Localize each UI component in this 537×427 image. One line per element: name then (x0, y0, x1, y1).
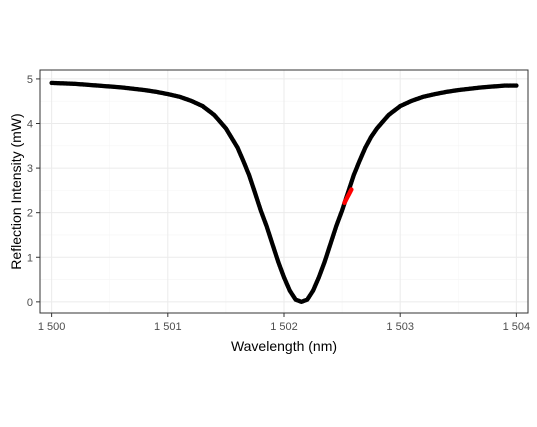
data-point (514, 83, 519, 88)
x-tick-label: 1 504 (503, 321, 531, 333)
y-tick-label: 2 (27, 208, 33, 220)
y-tick-label: 4 (27, 119, 33, 131)
data-points (49, 80, 519, 305)
y-tick-label: 0 (27, 297, 33, 309)
x-tick-label: 1 503 (386, 321, 414, 333)
y-tick-label: 3 (27, 163, 33, 175)
axes: 1 500 1 501 1 502 1 503 1 504 0 1 2 3 4 5 (27, 74, 530, 333)
y-tick-label: 1 (27, 252, 33, 264)
x-tick-label: 1 502 (270, 321, 298, 333)
x-tick-label: 1 500 (38, 321, 66, 333)
grid-lines (40, 70, 528, 313)
highlight-data-point (349, 187, 354, 192)
y-axis-title: Reflection Intensity (mW) (8, 113, 24, 269)
y-tick-label: 5 (27, 74, 33, 86)
x-tick-label: 1 501 (154, 321, 182, 333)
x-axis-title: Wavelength (nm) (231, 338, 337, 354)
